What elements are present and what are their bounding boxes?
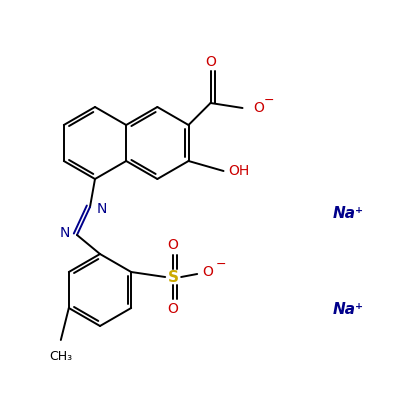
Text: O: O	[168, 238, 179, 252]
Text: −: −	[216, 258, 226, 270]
Text: O: O	[168, 302, 179, 316]
Text: O: O	[203, 265, 214, 279]
Text: N: N	[97, 202, 107, 216]
Text: OH: OH	[228, 164, 249, 178]
Text: N: N	[60, 226, 70, 240]
Text: Na⁺: Na⁺	[332, 206, 364, 222]
Text: O: O	[253, 101, 264, 115]
Text: S: S	[168, 270, 179, 284]
Text: −: −	[263, 94, 274, 106]
Text: CH₃: CH₃	[49, 350, 72, 362]
Text: Na⁺: Na⁺	[332, 302, 364, 318]
Text: O: O	[205, 55, 216, 69]
